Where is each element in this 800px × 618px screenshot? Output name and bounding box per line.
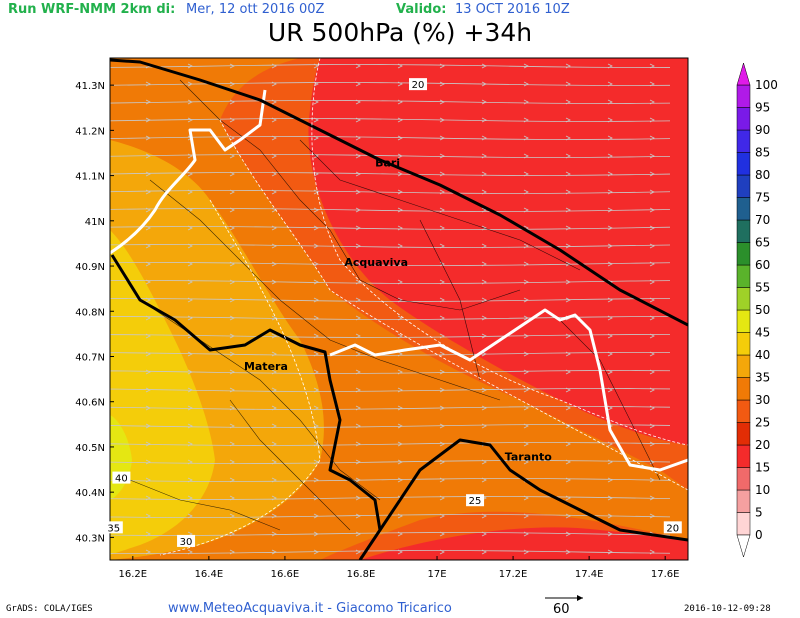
colorbar-label: 65 (755, 236, 770, 250)
colorbar-segment (736, 129, 751, 153)
lon-tick-label: 16.6E (271, 569, 300, 580)
colorbar-label: 10 (755, 483, 770, 497)
contour-label-bg (112, 471, 131, 484)
colorbar-label: 5 (755, 506, 763, 520)
lon-tick-label: 16.2E (119, 569, 148, 580)
contour-label-bg (663, 521, 682, 534)
site-credit: www.MeteoAcquaviva.it - Giacomo Tricaric… (168, 601, 452, 616)
colorbar-label: 35 (755, 371, 770, 385)
lat-tick-label: 40.7N (75, 352, 105, 363)
colorbar-label: 50 (755, 303, 770, 317)
lat-tick-label: 40.9N (75, 262, 105, 273)
colorbar-segment (736, 219, 751, 243)
colorbar-label: 95 (755, 101, 770, 115)
contour-label-bg (177, 534, 196, 547)
contour-label: 30 (180, 537, 193, 548)
colorbar-segment (736, 354, 751, 378)
colorbar-segment (736, 444, 751, 468)
wind-streamlines (110, 63, 671, 555)
colorbar-segment (736, 399, 751, 423)
colorbar-segment (736, 197, 751, 221)
valid-time: 13 OCT 2016 10Z (455, 2, 570, 17)
lon-tick-label: 17.4E (575, 569, 604, 580)
generation-time: 2016-10-12-09:28 (684, 604, 771, 614)
colorbar-segment (736, 174, 751, 198)
lat-tick-label: 41.3N (75, 81, 105, 92)
colorbar-label: 90 (755, 123, 770, 137)
reference-vector-label: 60 (553, 602, 570, 617)
colorbar-label: 40 (755, 348, 770, 362)
colorbar-segment (736, 512, 751, 536)
colorbar-label: 100 (755, 78, 778, 92)
colorbar-label: 15 (755, 461, 770, 475)
city-label: Matera (244, 360, 288, 373)
lat-tick-label: 41N (85, 217, 105, 228)
contour-label-bg (409, 78, 428, 91)
lon-tick-label: 16.8E (347, 569, 376, 580)
city-label: Acquaviva (344, 256, 408, 269)
lon-tick-label: 16.4E (195, 569, 224, 580)
plot-frame (109, 57, 689, 561)
colorbar-segment (736, 467, 751, 491)
colorbar-segment (736, 377, 751, 401)
lat-tick-label: 40.3N (75, 533, 105, 544)
colorbar-segment (736, 84, 751, 108)
colorbar-label: 85 (755, 146, 770, 160)
contour-label-bg (466, 494, 485, 507)
city-label: Bari (375, 157, 400, 170)
run-label: Run WRF-NMM 2km di: (8, 2, 176, 17)
colorbar-segment (736, 107, 751, 131)
contour-label: 35 (107, 523, 120, 534)
colorbar-segment (736, 287, 751, 311)
band-35 (110, 230, 215, 555)
colorbar-label: 70 (755, 213, 770, 227)
lon-tick-label: 17.2E (499, 569, 528, 580)
band-15-south (360, 527, 688, 560)
contour-label: 40 (115, 474, 128, 485)
grads-credit: GrADS: COLA/IGES (6, 604, 93, 614)
colorbar-label: 55 (755, 281, 770, 295)
colorbar-label: 0 (755, 528, 763, 542)
lat-tick-label: 40.4N (75, 488, 105, 499)
colorbar-max-cap (736, 62, 751, 86)
contour-label: 20 (412, 80, 425, 91)
colorbar-segment (736, 422, 751, 446)
lat-tick-label: 40.8N (75, 307, 105, 318)
colorbar-min-cap (736, 534, 751, 558)
colorbar-label: 20 (755, 438, 770, 452)
colorbar-label: 60 (755, 258, 770, 272)
lat-tick-label: 40.5N (75, 443, 105, 454)
lat-tick-label: 41.2N (75, 126, 105, 137)
contour-label: 25 (469, 496, 482, 507)
lat-tick-label: 40.6N (75, 398, 105, 409)
colorbar-segment (736, 242, 751, 266)
contour-label: 20 (666, 523, 679, 534)
colorbar-label: 75 (755, 191, 770, 205)
colorbar-label: 25 (755, 416, 770, 430)
lat-tick-label: 41.1N (75, 172, 105, 183)
colorbar-segment (736, 332, 751, 356)
colorbar-label: 80 (755, 168, 770, 182)
colorbar-label: 45 (755, 326, 770, 340)
colorbar-label: 30 (755, 393, 770, 407)
init-time: Mer, 12 ott 2016 00Z (186, 2, 325, 17)
lon-tick-label: 17.6E (651, 569, 680, 580)
colorbar-segment (736, 264, 751, 288)
city-label: Taranto (505, 451, 552, 464)
map-title: UR 500hPa (%) +34h (267, 18, 533, 47)
colorbar-segment (736, 489, 751, 513)
valid-label: Valido: (396, 2, 447, 17)
colorbar-segment (736, 152, 751, 176)
colorbar-segment (736, 309, 751, 333)
contour-label-bg (104, 521, 123, 534)
lon-tick-label: 17E (428, 569, 447, 580)
reference-vector (545, 595, 583, 601)
